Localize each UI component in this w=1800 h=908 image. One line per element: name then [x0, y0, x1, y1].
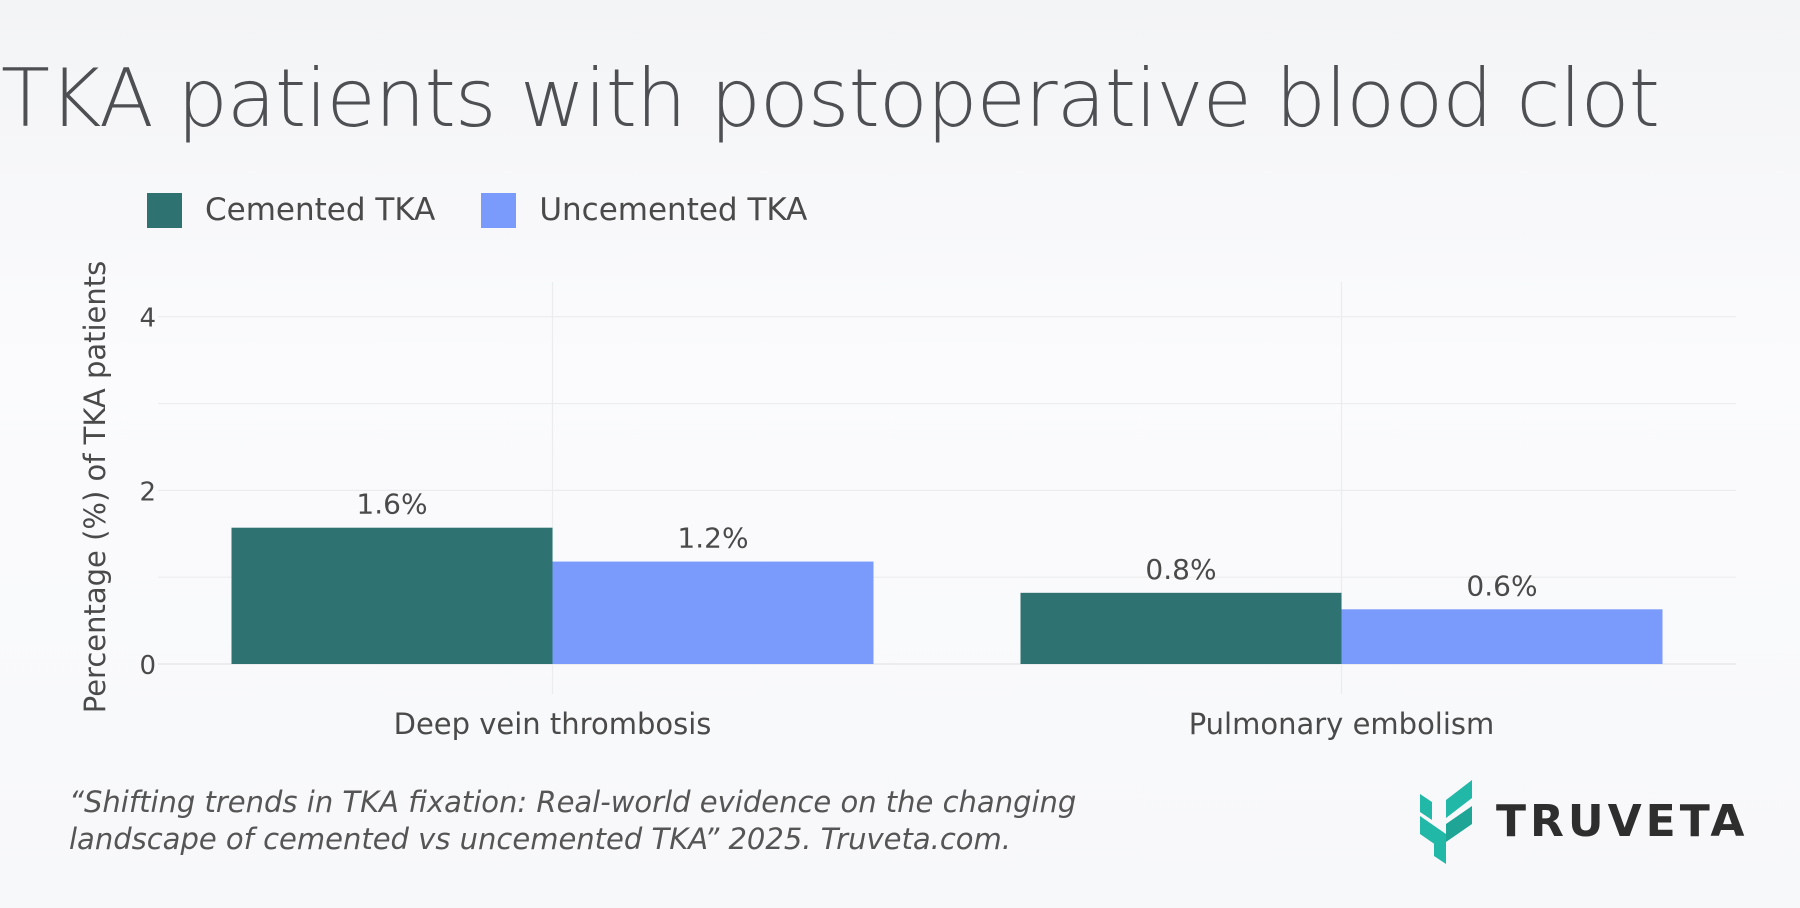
legend-label-cemented: Cemented TKA [205, 192, 436, 228]
y-tick-label: 0 [139, 651, 156, 681]
y-axis-title: Percentage (%) of TKA patients [78, 261, 112, 714]
truveta-chevron-logo-icon [1420, 780, 1472, 864]
data-label: 1.2% [677, 522, 748, 555]
chart-legend: Cemented TKA Uncemented TKA [147, 192, 853, 228]
x-tick-label: Pulmonary embolism [1189, 707, 1495, 741]
data-label: 0.8% [1145, 553, 1216, 586]
data-label: 0.6% [1466, 569, 1537, 602]
legend-item-uncemented[interactable]: Uncemented TKA [481, 192, 807, 228]
x-tick-label: Deep vein thrombosis [394, 707, 712, 741]
citation-line-1: “Shifting trends in TKA fixation: Real-w… [69, 785, 1077, 819]
data-label: 1.6% [356, 488, 427, 521]
legend-swatch-uncemented [481, 192, 517, 228]
citation-line-2: landscape of cemented vs uncemented TKA”… [69, 822, 1012, 856]
legend-label-uncemented: Uncemented TKA [539, 192, 808, 228]
y-tick-label: 4 [139, 304, 156, 334]
brand: TRUVETA [1418, 776, 1748, 866]
legend-swatch-cemented [147, 192, 182, 228]
bar-cemented-1 [1020, 592, 1342, 664]
y-tick-label: 2 [139, 477, 156, 507]
bar-uncemented-0 [552, 561, 874, 664]
bar-uncemented-1 [1341, 609, 1663, 664]
brand-name: TRUVETA [1496, 795, 1749, 847]
bar-cemented-0 [231, 527, 553, 664]
legend-item-cemented[interactable]: Cemented TKA [147, 192, 435, 228]
chart-title: TKA patients with postoperative blood cl… [1, 52, 1660, 145]
citation: “Shifting trends in TKA fixation: Real-w… [69, 784, 1076, 858]
